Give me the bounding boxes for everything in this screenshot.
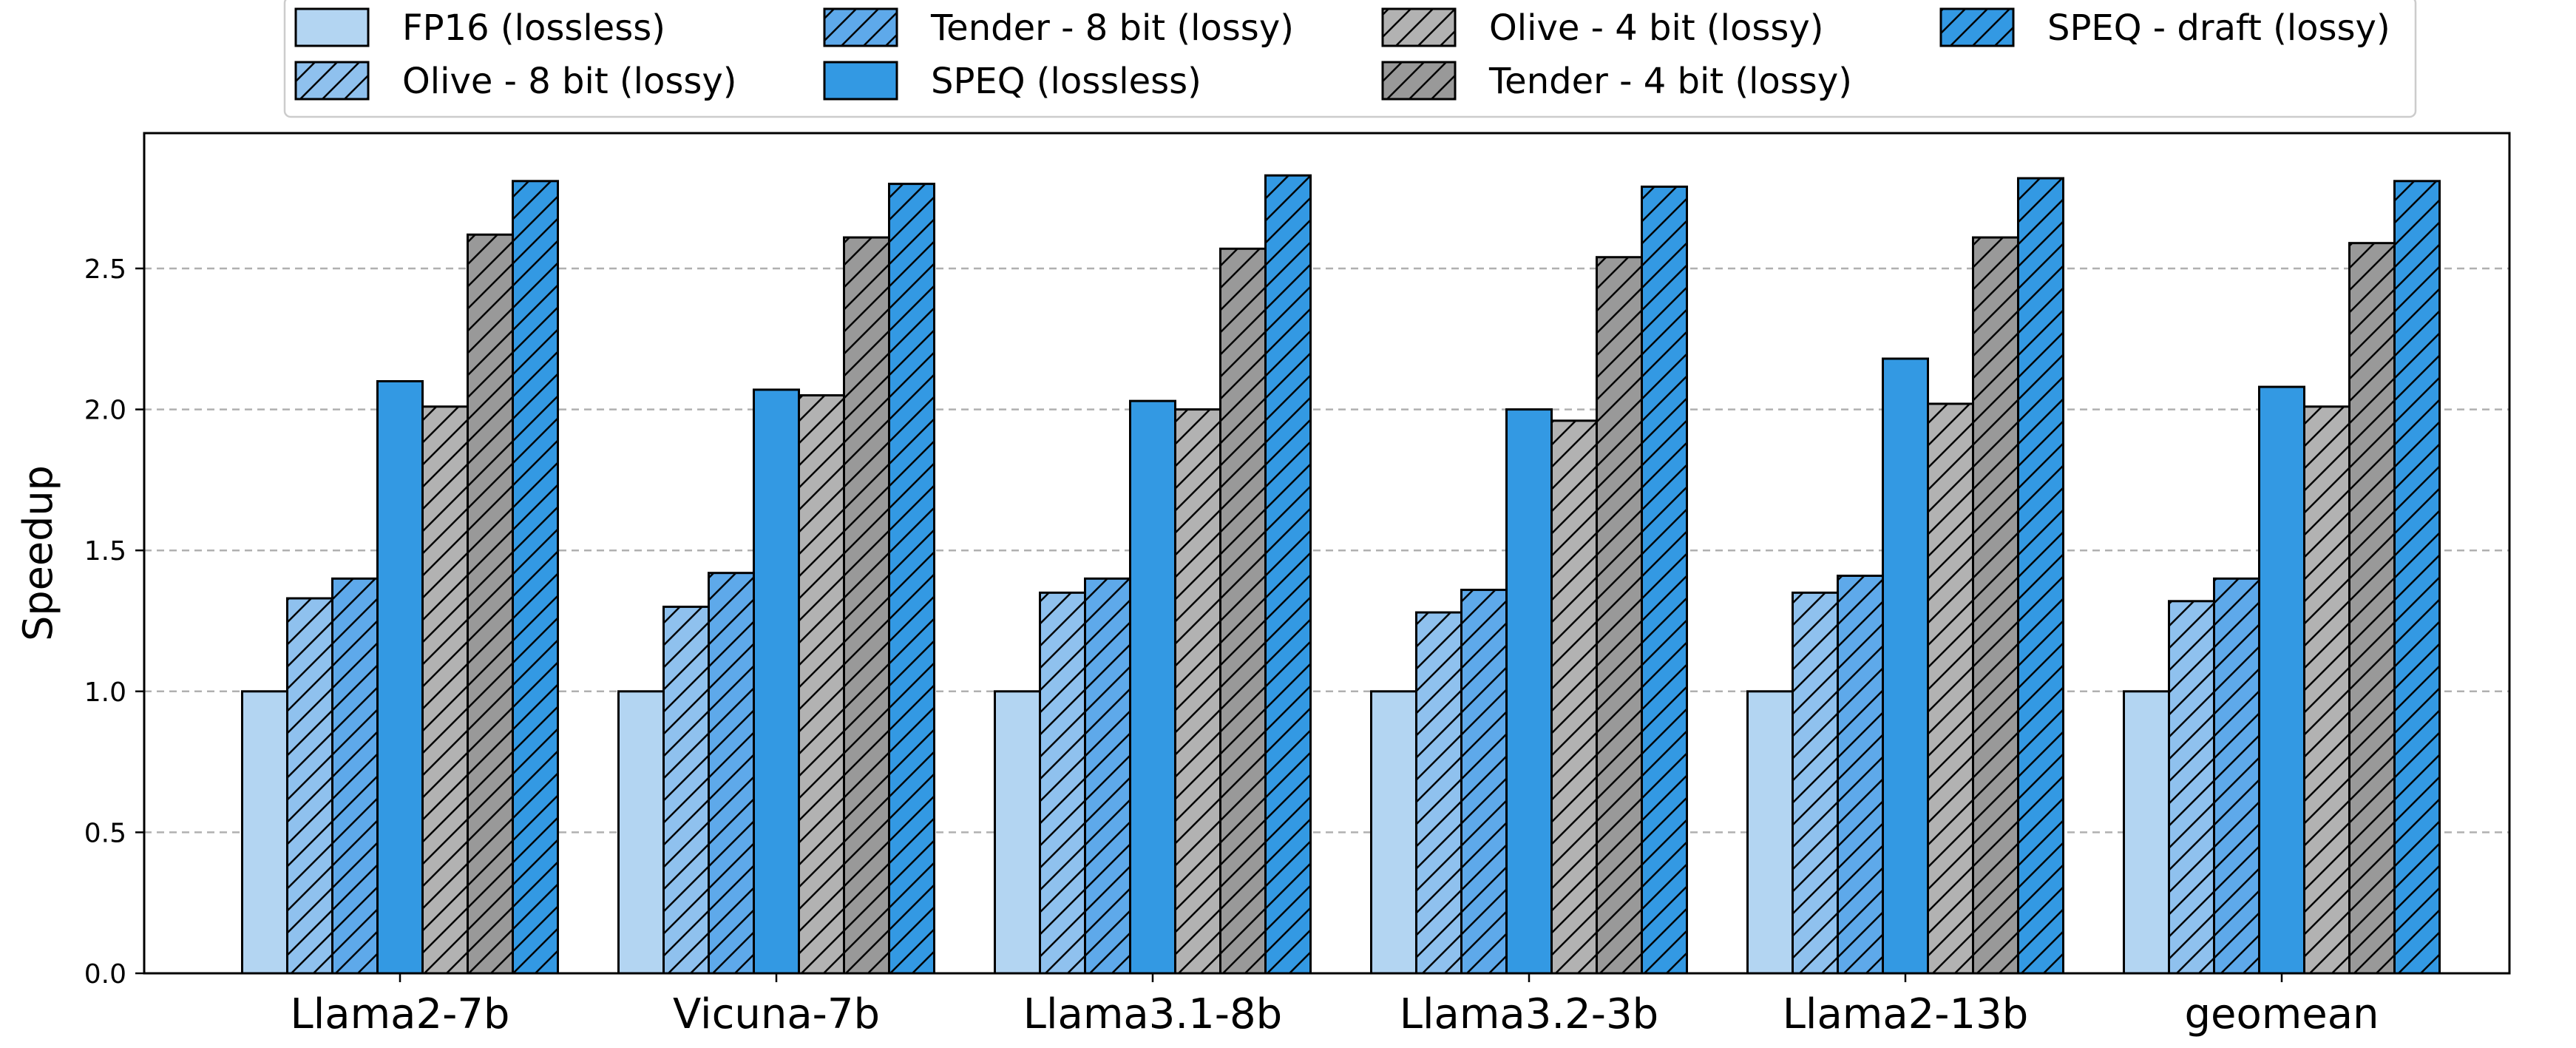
bar-hatch <box>422 406 468 973</box>
axes: 0.0 0.5 1.0 1.5 2.0 2.5 Llama2-7b Vicuna-7b Llam… <box>84 254 2379 1038</box>
bar-hatch <box>2349 243 2395 973</box>
y-axis-label: Speedup <box>15 465 61 641</box>
bar-hatch <box>708 572 754 973</box>
y-tick-label: 2.5 <box>84 254 126 285</box>
legend-entry-label: Tender - 4 bit (lossy) <box>1488 61 1852 102</box>
bar <box>377 381 423 973</box>
legend-entry-label: Olive - 8 bit (lossy) <box>402 61 736 102</box>
bar-hatch <box>287 598 333 973</box>
x-tick-label: Llama2-7b <box>291 990 510 1038</box>
bar-hatch <box>889 183 935 974</box>
bar-hatch <box>1792 592 1838 973</box>
bar-hatch <box>1175 409 1221 973</box>
bar-hatch <box>2169 601 2214 973</box>
legend-entry-label: FP16 (lossless) <box>402 7 665 49</box>
bar-hatch <box>1928 403 1973 973</box>
y-tick-label: 0.0 <box>84 959 126 990</box>
legend-swatch-outline <box>1381 61 1457 101</box>
y-tick-label: 2.0 <box>84 396 126 426</box>
x-tick-label: Llama2-13b <box>1783 990 2029 1038</box>
legend-swatch-outline <box>1939 7 2015 47</box>
legend-entry-label: SPEQ (lossless) <box>931 61 1201 102</box>
bar-hatch <box>2394 180 2440 973</box>
bar-hatch <box>1837 575 1883 973</box>
legend-swatch-outline <box>1381 7 1457 47</box>
y-tick-label: 1.0 <box>84 677 126 708</box>
bar-hatch <box>663 606 709 973</box>
legend-swatch-outline <box>823 7 898 47</box>
legend-entry-label: Olive - 4 bit (lossy) <box>1489 7 1823 49</box>
legend-entry-label: SPEQ - draft (lossy) <box>2047 7 2390 49</box>
bar <box>994 691 1040 973</box>
legend-swatch-hatch <box>1383 9 1455 46</box>
x-tick-label: Vicuna-7b <box>673 990 880 1038</box>
bar <box>618 691 664 973</box>
legend-entry-label: Tender - 8 bit (lossy) <box>930 7 1294 49</box>
bar-hatch <box>467 234 513 974</box>
legend-swatch-outline <box>294 61 370 101</box>
bar-hatch <box>1973 237 2019 973</box>
bar-hatch <box>1040 592 1085 973</box>
bar-hatch <box>1085 578 1131 973</box>
legend-swatch-hatch <box>824 9 897 46</box>
legend-swatch <box>296 9 368 46</box>
bar-hatch <box>512 180 558 973</box>
bar-hatch <box>1461 589 1507 973</box>
y-tick-label: 1.5 <box>84 536 126 567</box>
legend-swatch-hatch <box>296 62 368 99</box>
bars <box>241 174 2441 975</box>
bar <box>1882 358 1928 973</box>
bar <box>1371 691 1417 973</box>
bar-hatch <box>1220 249 1266 973</box>
bar-hatch <box>332 578 378 973</box>
bar <box>242 691 288 973</box>
bar <box>2259 387 2305 973</box>
bar-hatch <box>1416 612 1462 973</box>
legend-swatch-outline <box>823 61 898 101</box>
legend-swatch-hatch <box>1383 62 1455 99</box>
x-tick-label: Llama3.1-8b <box>1023 990 1282 1038</box>
x-tick-label: Llama3.2-3b <box>1400 990 1658 1038</box>
legend-swatch-outline <box>294 7 370 47</box>
bar-hatch <box>1265 175 1311 974</box>
legend-swatch-hatch <box>1941 9 2013 46</box>
bar <box>1506 409 1552 973</box>
legend-swatch <box>824 62 897 99</box>
bar-hatch <box>2018 178 2064 973</box>
legend: FP16 (lossless) Olive - 8 bit (lossy) Tend… <box>283 0 2417 118</box>
bar <box>2123 691 2169 973</box>
legend-box <box>283 0 2417 118</box>
bar-hatch <box>1641 186 1687 973</box>
bar-hatch <box>2304 406 2350 973</box>
bar-hatch <box>799 395 844 973</box>
bar-hatch <box>1596 257 1642 973</box>
bar-hatch <box>2214 578 2260 973</box>
bar <box>1130 401 1176 973</box>
bar-hatch <box>844 237 889 973</box>
x-tick-label: geomean <box>2184 990 2379 1038</box>
bar-hatch <box>1551 420 1597 973</box>
bar <box>753 389 799 973</box>
bar <box>1747 691 1793 973</box>
plot-frame <box>143 132 2511 975</box>
y-tick-label: 0.5 <box>84 818 126 848</box>
